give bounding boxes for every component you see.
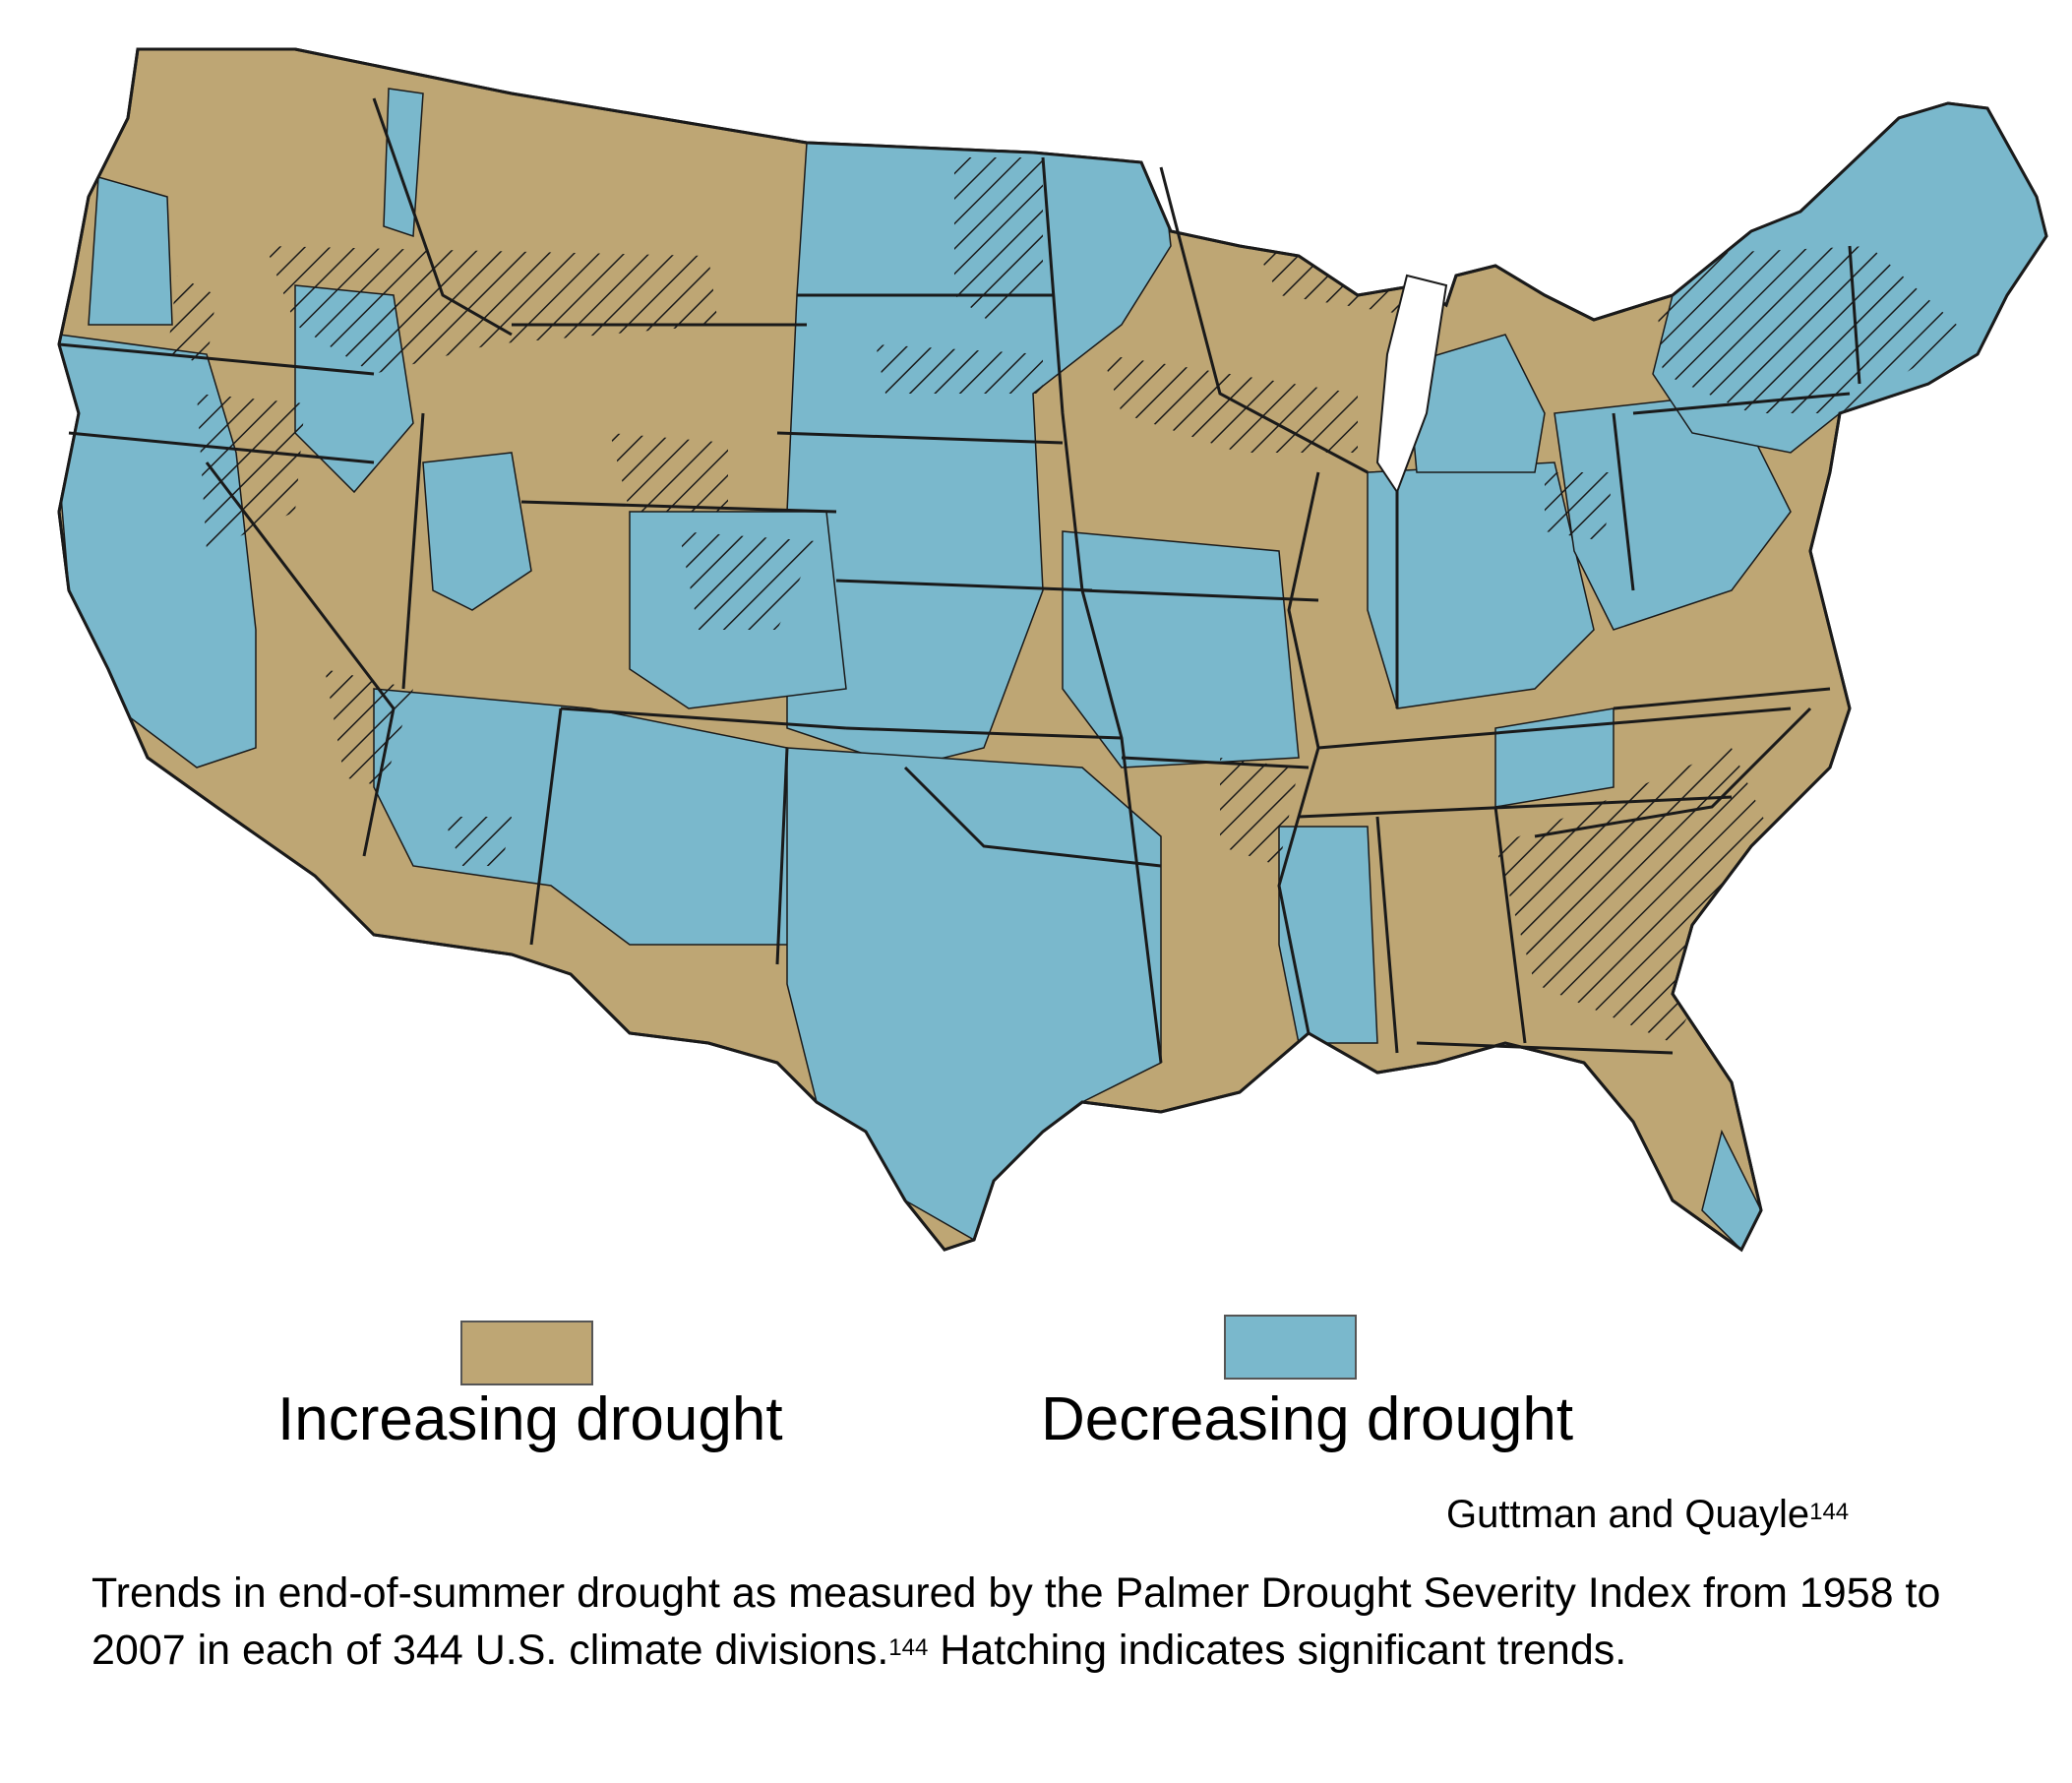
border-tn-ms-al	[1298, 795, 1733, 819]
region-utah	[422, 452, 532, 611]
border-ca-nv	[205, 461, 396, 857]
hatch-arizona	[443, 817, 512, 866]
border-ne-ks	[835, 579, 1093, 592]
source-text: Guttman and Quayle	[1446, 1493, 1810, 1536]
border-ks-ok	[845, 726, 1123, 740]
hatched-regions	[167, 157, 1968, 1043]
border-carolinas	[1534, 707, 1812, 838]
state-borders	[58, 97, 1861, 1064]
border-ok-tx	[903, 766, 1162, 868]
border-az-nm	[529, 707, 563, 946]
source-ref: 144	[1809, 1499, 1850, 1525]
us-divisions	[57, 47, 2048, 1253]
region-northern-rockies-strip	[383, 88, 424, 238]
hatch-nevada	[197, 394, 305, 551]
lake-michigan	[1375, 274, 1448, 495]
hatch-oregon	[167, 276, 216, 364]
us-map-svg	[57, 47, 2048, 1253]
us-outline-stroke	[57, 47, 2048, 1253]
hatch-idaho-montana	[266, 246, 718, 374]
caption-part2: Hatching indicates significant trends.	[928, 1627, 1627, 1674]
region-michigan	[1406, 334, 1546, 473]
hatch-wyoming	[610, 433, 728, 512]
source-credit: Guttman and Quayle144	[1446, 1491, 1849, 1538]
border-mo-ar	[1121, 756, 1310, 769]
region-appalachian	[1494, 707, 1615, 808]
border-ms-al	[1375, 816, 1399, 1054]
border-nm-tx	[775, 747, 789, 965]
hatch-northeast	[1653, 246, 1968, 413]
border-ky-tn	[1317, 707, 1792, 750]
border-oh-pa	[1612, 412, 1635, 591]
hatch-sd-ne	[876, 344, 1043, 394]
legend-label-increasing: Increasing drought	[277, 1385, 783, 1453]
border-ia-mo	[1081, 588, 1319, 602]
border-wy-co	[520, 500, 837, 514]
drought-trend-map	[57, 47, 2048, 1253]
border-nv-ut	[401, 412, 425, 690]
legend-swatch-decreasing	[1224, 1315, 1357, 1380]
region-florida-coast	[1701, 1129, 1762, 1250]
caption-ref: 144	[888, 1634, 929, 1661]
legend-swatch-increasing	[460, 1321, 593, 1385]
legend-label-decreasing: Decreasing drought	[1041, 1385, 1574, 1453]
hatch-ohio	[1545, 472, 1614, 541]
border-ga-fl	[1416, 1041, 1674, 1055]
hatch-nd-sd	[954, 157, 1043, 325]
border-new-england	[1848, 245, 1861, 385]
border-or-ca	[68, 431, 375, 464]
region-arizona-nm	[373, 688, 808, 946]
border-mn-wi	[1159, 166, 1369, 474]
border-sd-ne	[776, 431, 1064, 445]
border-pa-ny	[1632, 392, 1851, 415]
border-al-ga	[1493, 806, 1527, 1044]
region-illinois-indiana	[1367, 461, 1595, 709]
hatch-minnesota-wi	[1102, 354, 1358, 453]
hatch-nevada-sw	[325, 669, 413, 787]
region-texas	[786, 747, 1162, 1242]
figure-caption: Trends in end-of-summer drought as measu…	[91, 1565, 2020, 1679]
caption-part1: Trends in end-of-summer drought as measu…	[91, 1569, 1941, 1674]
region-washington-coast	[88, 176, 173, 326]
border-id-mt	[372, 97, 513, 337]
hatch-arkansas	[1220, 758, 1299, 866]
border-co-nm	[560, 707, 847, 730]
border-va-nc	[1613, 687, 1831, 710]
region-mississippi	[1278, 826, 1378, 1044]
border-wa-or	[58, 342, 375, 376]
hatch-colorado	[679, 531, 817, 630]
